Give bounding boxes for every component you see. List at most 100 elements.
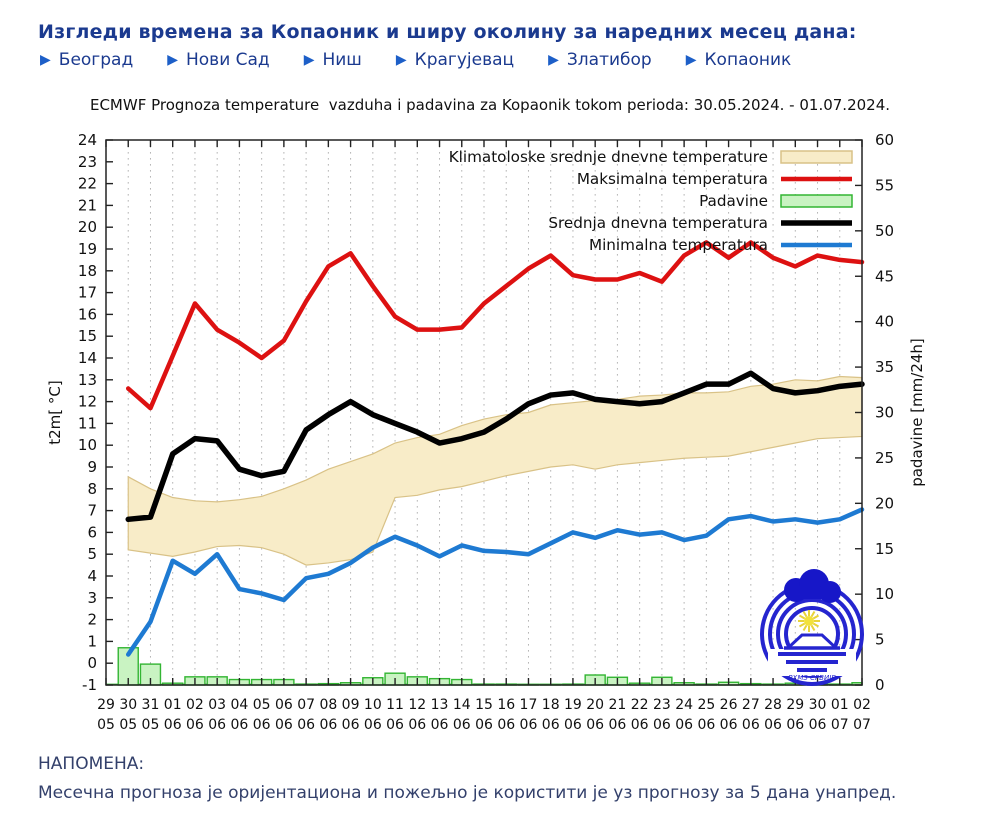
x-tick-day: 08 — [319, 697, 337, 713]
x-tick-month: 06 — [653, 717, 671, 733]
y-left-tick-label: 20 — [78, 218, 97, 236]
legend-label: Padavine — [699, 192, 768, 210]
x-tick-month: 06 — [809, 717, 827, 733]
legend-item-mean-temp-line: Srednja dnevna temperatura — [548, 214, 852, 232]
precip-bar — [406, 676, 428, 686]
x-tick-month: 06 — [364, 717, 382, 733]
x-tick-month: 07 — [831, 717, 849, 733]
x-tick-day: 31 — [142, 697, 160, 713]
x-tick-day: 29 — [97, 697, 115, 713]
legend-label: Maksimalna temperatura — [577, 170, 768, 188]
precip-bar — [851, 682, 863, 686]
x-tick-day: 18 — [542, 697, 560, 713]
y-left-tick-label: 1 — [87, 632, 97, 650]
x-tick-month: 06 — [608, 717, 626, 733]
x-tick-day: 10 — [364, 697, 382, 713]
note-heading: НАПОМЕНА: — [38, 754, 145, 774]
x-tick-day: 21 — [608, 697, 626, 713]
y-axis-right-title: padavine [mm/24h] — [908, 338, 926, 487]
x-tick-month: 06 — [742, 717, 760, 733]
precip-bar — [762, 683, 784, 686]
precip-bar — [295, 683, 317, 686]
mean-temp-line — [125, 370, 865, 523]
city-link-label: Копаоник — [704, 50, 792, 70]
y-right-tick-label: 5 — [875, 631, 885, 649]
precip-bar — [695, 683, 718, 686]
x-tick-month: 06 — [253, 717, 271, 733]
city-link-3[interactable]: ▶ Крагујевац — [396, 50, 514, 70]
y-left-tick-label: 15 — [78, 327, 97, 345]
city-link-0[interactable]: ▶ Београд — [40, 50, 133, 70]
y-left-tick-label: 3 — [87, 589, 97, 607]
legend-item-precip-bars: Padavine — [699, 192, 853, 210]
precip-bar — [651, 676, 673, 686]
arrow-icon: ▶ — [548, 52, 559, 68]
precip-bar — [250, 678, 273, 686]
precip-bar — [184, 676, 206, 686]
gridlines — [127, 140, 841, 685]
x-tick-month: 06 — [342, 717, 360, 733]
precip-bar — [451, 678, 473, 686]
precip-bar — [339, 682, 362, 686]
city-link-1[interactable]: ▶ Нови Сад — [167, 50, 269, 70]
precip-bar — [784, 682, 806, 686]
x-tick-day: 27 — [742, 697, 760, 713]
logo-text: РХМЗ СРБИЈЕ — [788, 674, 836, 682]
y-right-tick-label: 40 — [875, 313, 894, 331]
city-link-label: Крагујевац — [414, 50, 515, 70]
x-tick-day: 02 — [186, 697, 204, 713]
y-left-tick-label: 22 — [78, 175, 97, 193]
x-tick-day: 12 — [408, 697, 426, 713]
y-left-tick-label: 19 — [78, 240, 97, 258]
y-right-tick-label: 50 — [875, 222, 894, 240]
precip-bar — [162, 682, 184, 686]
x-tick-day: 01 — [164, 697, 182, 713]
x-tick-month: 06 — [631, 717, 649, 733]
x-tick-day: 29 — [786, 697, 804, 713]
x-tick-month: 06 — [475, 717, 493, 733]
y-right-tick-label: 25 — [875, 449, 894, 467]
y-right-tick-label: 35 — [875, 358, 894, 376]
legend-item-min-temp-line: Minimalna temperatura — [589, 236, 852, 254]
city-link-label: Ниш — [322, 50, 362, 70]
y-left-tick-label: 14 — [78, 349, 97, 367]
precip-bar — [606, 676, 629, 686]
precip-bar — [362, 677, 384, 686]
city-link-5[interactable]: ▶ Копаоник — [686, 50, 792, 70]
precip-bar — [228, 678, 251, 686]
precip-bar — [562, 683, 584, 686]
x-tick-day: 17 — [520, 697, 538, 713]
y-left-tick-label: 16 — [78, 305, 97, 323]
chart-title: ECMWF Prognoza temperature vazduha i pad… — [89, 96, 891, 114]
x-tick-month: 06 — [764, 717, 782, 733]
legend-item-max-temp-line: Maksimalna temperatura — [577, 170, 852, 188]
y-left-tick-label: 18 — [78, 262, 97, 280]
precip-bar — [495, 683, 517, 686]
y-right-tick-label: 15 — [875, 540, 894, 558]
legend-box-swatch — [780, 150, 853, 164]
precip-bar — [806, 683, 829, 686]
climatology-band — [127, 375, 863, 566]
legend-item-climatology-band: Klimatoloske srednje dnevne temperature — [449, 148, 853, 166]
x-tick-month: 06 — [230, 717, 248, 733]
y-left-tick-label: -1 — [82, 676, 97, 694]
x-tick-day: 15 — [475, 697, 493, 713]
y-left-tick-label: 5 — [87, 545, 97, 563]
city-link-4[interactable]: ▶ Златибор — [548, 50, 652, 70]
legend-box-swatch — [780, 194, 853, 208]
city-link-2[interactable]: ▶ Ниш — [304, 50, 362, 70]
legend: Klimatoloske srednje dnevne temperature M… — [449, 148, 853, 254]
precip-bar — [428, 677, 451, 686]
page-title: Изгледи времена за Копаоник и ширу околи… — [38, 20, 857, 43]
x-tick-day: 25 — [697, 697, 715, 713]
precip-bar — [139, 663, 162, 686]
min-temp-line — [125, 507, 865, 657]
x-tick-day: 14 — [453, 697, 471, 713]
arrow-icon: ▶ — [685, 52, 697, 68]
x-tick-month: 06 — [720, 717, 738, 733]
x-tick-day: 28 — [764, 697, 782, 713]
precip-bar — [206, 676, 228, 686]
x-tick-day: 07 — [297, 697, 315, 713]
y-left-tick-label: 17 — [78, 284, 97, 302]
